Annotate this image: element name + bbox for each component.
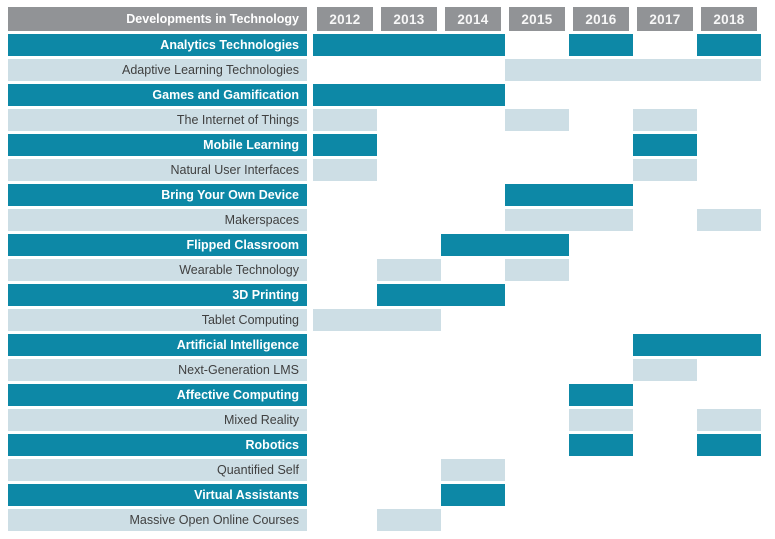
timeline-bar-2013 [377,259,441,281]
timeline-row: Games and Gamification [8,84,761,106]
timeline-bar-2018 [697,434,761,456]
row-label: Robotics [8,434,307,456]
timeline-row: Massive Open Online Courses [8,509,761,531]
timeline-row: Mobile Learning [8,134,761,156]
timeline-bar-2018 [697,409,761,431]
row-label: Analytics Technologies [8,34,307,56]
timeline-row: Flipped Classroom [8,234,761,256]
year-header-2015: 2015 [509,7,565,31]
timeline-bar-2012-2013 [313,309,441,331]
year-header-2013: 2013 [381,7,437,31]
timeline-row: Analytics Technologies [8,34,761,56]
timeline-bar-2018 [697,34,761,56]
timeline-bar-2017 [633,359,697,381]
year-header-2012: 2012 [317,7,373,31]
row-label: Tablet Computing [8,309,307,331]
year-header-2018: 2018 [701,7,757,31]
timeline-bar-2017 [633,109,697,131]
timeline-bar-2017 [633,159,697,181]
timeline-bar-2013-2014 [377,284,505,306]
chart-title: Developments in Technology [8,7,307,31]
timeline-bar-2014-2015 [441,234,569,256]
timeline-bar-2013 [377,509,441,531]
year-header-2014: 2014 [445,7,501,31]
timeline-row: 3D Printing [8,284,761,306]
timeline-row: Makerspaces [8,209,761,231]
timeline-bar-2014 [441,484,505,506]
header-row: Developments in Technology 2012 2013 2014 2… [8,7,761,31]
row-label: Next-Generation LMS [8,359,307,381]
timeline-rows: Analytics Technologies Adaptive Learning … [8,34,761,531]
timeline-bar-2014 [441,459,505,481]
timeline-row: Artificial Intelligence [8,334,761,356]
row-label: Affective Computing [8,384,307,406]
timeline-bar-2015-2018 [505,59,761,81]
row-label: Massive Open Online Courses [8,509,307,531]
timeline-bar-2017-2018 [633,334,761,356]
timeline-row: The Internet of Things [8,109,761,131]
timeline-row: Next-Generation LMS [8,359,761,381]
timeline-row: Adaptive Learning Technologies [8,59,761,81]
timeline-bar-2015 [505,109,569,131]
timeline-row: Bring Your Own Device [8,184,761,206]
row-label: The Internet of Things [8,109,307,131]
timeline-row: Wearable Technology [8,259,761,281]
timeline-row: Mixed Reality [8,409,761,431]
timeline-bar-2015 [505,259,569,281]
timeline-bar-2012-2014 [313,34,505,56]
timeline-row: Natural User Interfaces [8,159,761,181]
timeline-bar-2016 [569,34,633,56]
timeline-bar-2018 [697,209,761,231]
row-label: Artificial Intelligence [8,334,307,356]
row-label: Makerspaces [8,209,307,231]
timeline-bar-2015-2016 [505,209,633,231]
timeline-row: Virtual Assistants [8,484,761,506]
row-label: Mobile Learning [8,134,307,156]
timeline-bar-2016 [569,434,633,456]
timeline-row: Affective Computing [8,384,761,406]
row-label: Games and Gamification [8,84,307,106]
timeline-bar-2012 [313,109,377,131]
row-label: 3D Printing [8,284,307,306]
row-label: Wearable Technology [8,259,307,281]
timeline-row: Robotics [8,434,761,456]
year-header-2016: 2016 [573,7,629,31]
timeline-bar-2015-2016 [505,184,633,206]
timeline-bar-2016 [569,384,633,406]
year-header-2017: 2017 [637,7,693,31]
technology-timeline-chart: Developments in Technology 2012 2013 2014 2… [8,7,761,531]
row-label: Quantified Self [8,459,307,481]
timeline-row: Quantified Self [8,459,761,481]
row-label: Bring Your Own Device [8,184,307,206]
row-label: Mixed Reality [8,409,307,431]
timeline-bar-2012-2014 [313,84,505,106]
timeline-bar-2012 [313,134,377,156]
timeline-bar-2016 [569,409,633,431]
row-label: Virtual Assistants [8,484,307,506]
timeline-bar-2012 [313,159,377,181]
row-label: Adaptive Learning Technologies [8,59,307,81]
row-label: Flipped Classroom [8,234,307,256]
timeline-row: Tablet Computing [8,309,761,331]
row-label: Natural User Interfaces [8,159,307,181]
timeline-bar-2017 [633,134,697,156]
